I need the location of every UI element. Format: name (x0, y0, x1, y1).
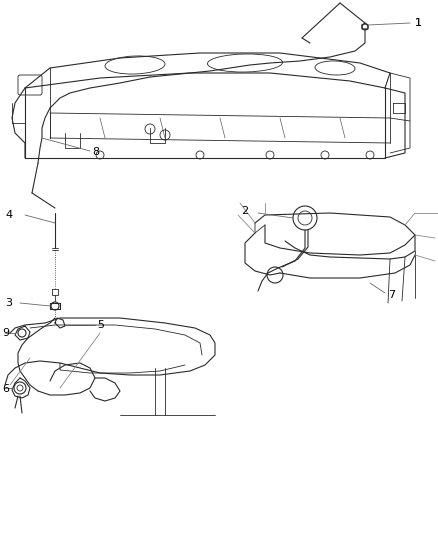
Text: 2: 2 (241, 206, 248, 216)
Text: 9: 9 (2, 328, 9, 338)
Text: 5: 5 (97, 320, 104, 330)
Text: 1: 1 (415, 18, 422, 28)
Text: 7: 7 (388, 290, 395, 300)
Text: 4: 4 (5, 210, 12, 220)
Text: 3: 3 (5, 298, 12, 308)
Text: 6: 6 (2, 384, 9, 394)
Text: 1: 1 (415, 18, 422, 28)
Text: 8: 8 (92, 147, 99, 157)
